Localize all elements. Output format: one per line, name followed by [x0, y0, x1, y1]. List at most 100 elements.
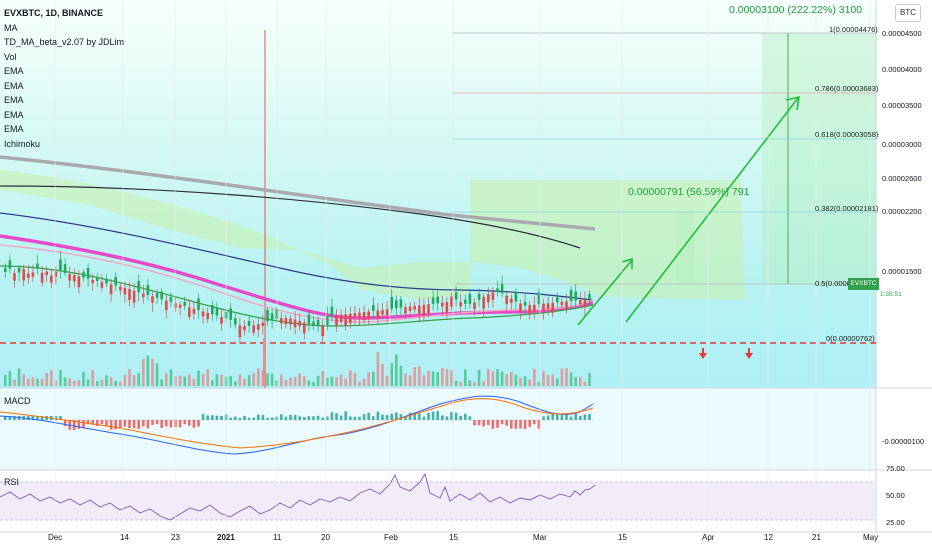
candle-body — [234, 318, 237, 325]
volume-bar — [211, 380, 214, 386]
macd-histogram-bar — [330, 412, 334, 420]
indicator-ema-1[interactable]: EMA — [4, 66, 24, 76]
candle-body — [54, 271, 58, 277]
candle-body — [105, 279, 108, 284]
ma-dark — [0, 185, 581, 249]
volume-bar — [215, 374, 219, 386]
currency-button[interactable]: BTC — [895, 4, 921, 22]
volume-bar — [565, 368, 568, 386]
candle-body — [293, 319, 297, 328]
indicator-ema-4[interactable]: EMA — [4, 109, 24, 120]
candle-body — [505, 295, 508, 304]
price-tag-ma-green: 0.00001208 — [881, 321, 922, 330]
candle-body — [100, 282, 104, 288]
time-axis-label: Feb — [384, 533, 398, 542]
macd-histogram-bar — [422, 416, 426, 420]
indicator-ema-2[interactable]: EMA — [4, 80, 24, 91]
candle-body — [588, 293, 591, 300]
rsi-label[interactable]: RSI — [4, 477, 20, 487]
fib-label-0786: 0.786(0.00003683) — [815, 84, 879, 93]
candle-body — [8, 260, 12, 269]
macd-histogram-bar — [132, 420, 136, 429]
indicator-ma[interactable]: MA — [4, 22, 18, 33]
indicator-ema-3[interactable]: EMA — [4, 95, 24, 105]
volume-bar — [436, 372, 439, 386]
fib-label-0382: 0.382(0.00002181) — [815, 204, 879, 213]
macd-signal — [0, 398, 594, 449]
volume-bar — [128, 369, 131, 386]
macd-histogram-bar — [316, 415, 320, 420]
volume-bar — [123, 374, 127, 386]
indicator-ema-5[interactable]: EMA — [4, 124, 24, 134]
volume-bar — [487, 369, 490, 386]
symbol-title[interactable]: EVXBTC, 1D, BINANCE — [4, 8, 104, 18]
measure-box-large — [762, 33, 876, 285]
macd-histogram-bar — [183, 420, 186, 425]
volume-bar — [13, 379, 16, 386]
volume-bar — [367, 372, 370, 386]
volume-bar — [450, 370, 453, 386]
candle-body — [399, 299, 403, 308]
time-axis-label: Apr — [702, 533, 715, 542]
candle-body — [569, 289, 573, 302]
macd-label[interactable]: MACD — [4, 396, 31, 406]
macd-histogram-bar — [270, 417, 274, 420]
macd-histogram-bar — [188, 420, 191, 426]
candle-body — [298, 320, 301, 327]
price-tag-ma-blue: 0.00001251 — [881, 307, 922, 316]
candle-body — [408, 306, 412, 312]
macd-histogram-bar — [514, 420, 518, 429]
indicator-ichimoku[interactable]: Ichimoku — [4, 138, 41, 149]
macd-histogram-bar — [385, 415, 389, 420]
time-grid — [54, 0, 871, 532]
volume-bar — [192, 378, 196, 386]
volume-bar — [510, 372, 513, 386]
measure-top-label: 0.00003100 (222.22%) 3100 — [729, 4, 863, 16]
macd-histogram-bar — [8, 416, 12, 420]
macd-histogram-bar — [560, 414, 564, 420]
candle-body — [50, 275, 53, 283]
candle-body — [496, 288, 499, 293]
macd-histogram-bar — [510, 420, 513, 429]
candle-body — [40, 272, 44, 283]
candle-body — [436, 296, 439, 304]
candle-body — [487, 294, 490, 303]
candle-body — [395, 300, 398, 309]
macd-histogram-bar — [565, 414, 568, 420]
indicator-vol[interactable]: Vol — [4, 51, 17, 62]
indicator-td-ma[interactable]: TD_MA_beta_v2.07 by JDLim — [4, 37, 125, 47]
candlestick-series — [4, 250, 591, 344]
volume-bar — [174, 376, 177, 386]
macd-histogram-bar — [574, 413, 577, 420]
rsi-axis-label: 50.00 — [886, 491, 905, 500]
candle-body — [289, 318, 292, 325]
macd-histogram-bar — [533, 420, 536, 425]
price-axis-label: 0.00002600 — [882, 174, 922, 183]
macd-histogram-bar — [252, 417, 255, 420]
macd-histogram-bar — [289, 414, 292, 420]
macd-histogram-bar — [165, 420, 168, 427]
volume-bar — [234, 381, 237, 386]
candle-body — [13, 273, 16, 281]
down-arrow-marker — [699, 348, 753, 359]
candle-body — [464, 299, 467, 304]
price-axis-label: 0.00003000 — [882, 140, 922, 149]
volume-bar — [362, 378, 366, 386]
volume-series — [4, 338, 591, 386]
macd-histogram-bar — [280, 414, 283, 420]
macd-histogram-bar — [86, 420, 90, 425]
time-axis-label: 14 — [120, 533, 129, 542]
time-axis-label: 11 — [273, 533, 282, 542]
candle-body — [542, 303, 545, 312]
macd-histogram-bar — [408, 412, 412, 420]
macd-histogram-bar — [546, 415, 550, 420]
volume-bar — [579, 377, 582, 386]
volume-bar — [105, 375, 108, 386]
candle-body — [574, 291, 577, 301]
candle-body — [174, 303, 177, 308]
macd-histogram-bar — [404, 416, 407, 420]
candle-body — [91, 279, 94, 284]
macd-histogram-bar — [220, 415, 223, 420]
macd-histogram-bar — [473, 420, 476, 426]
